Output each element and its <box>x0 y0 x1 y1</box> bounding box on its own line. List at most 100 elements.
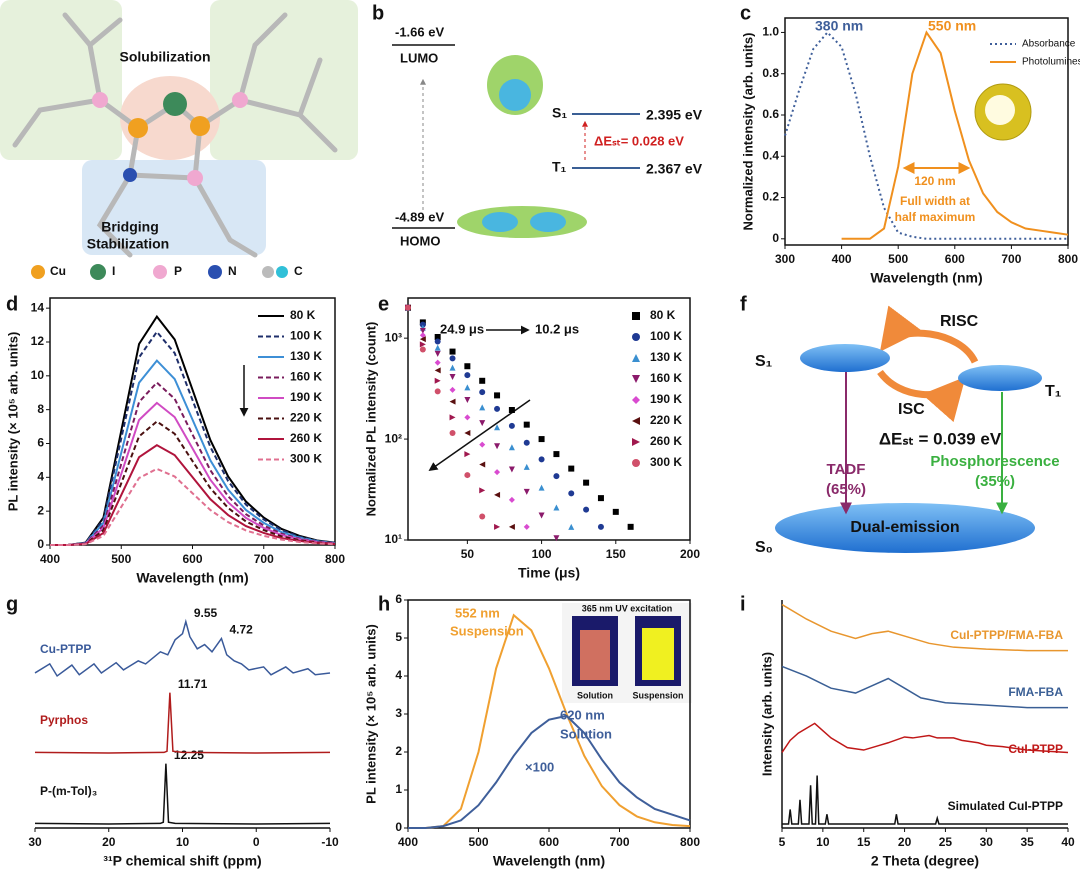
legend-atom <box>31 265 45 279</box>
point <box>479 513 486 520</box>
point <box>419 346 426 353</box>
legend-label: C <box>294 264 303 278</box>
legend-label: 80 K <box>650 308 676 322</box>
point <box>597 523 604 530</box>
process-label: ISC <box>898 401 925 418</box>
y-tick-label: 2 <box>37 503 44 517</box>
point <box>538 456 545 463</box>
series-line <box>50 467 336 546</box>
energy-label: -1.66 eV <box>395 24 444 39</box>
chart-h: h 400 500 600 700 800 0 1 2 3 4 5 6 Wavelength (nm) PL… <box>363 592 700 869</box>
point <box>508 407 515 414</box>
series-label: Solution <box>560 726 612 741</box>
y-tick-label: 0 <box>37 537 44 551</box>
y-tick-label: 4 <box>37 470 44 484</box>
panel-label: h <box>378 593 390 615</box>
point <box>597 495 604 502</box>
panel-label: f <box>740 293 747 315</box>
y-tick-label: 12 <box>31 334 45 348</box>
panel-label: e <box>378 293 389 315</box>
state-label: T₁ <box>1045 383 1062 400</box>
legend-label: 190 K <box>650 392 682 406</box>
legend-label: 100 K <box>650 329 682 343</box>
point <box>464 384 471 391</box>
panel-label: i <box>740 593 746 615</box>
region <box>120 76 220 160</box>
chart-g: g 30 20 10 0 -10 ³¹P chemical shift (ppm) P-(m-… <box>6 593 339 868</box>
series-line <box>34 763 331 825</box>
x-tick-label: 25 <box>939 835 953 849</box>
photo-inset <box>985 95 1015 125</box>
legend-label: Cu <box>50 264 66 278</box>
y-tick-label: 0.4 <box>762 148 779 162</box>
legend-label: Absorbance <box>1022 39 1076 50</box>
state-disk <box>958 365 1042 391</box>
peak-label: 9.55 <box>194 606 218 620</box>
legend-label: 300 K <box>290 452 322 466</box>
x-tick-label: 5 <box>779 835 786 849</box>
point <box>419 336 426 343</box>
x-tick-label: 200 <box>680 547 700 561</box>
panel-b: b -1.66 eV LUMO -4.89 eV HOMO S₁ 2.395 e… <box>372 2 703 248</box>
legend-atom <box>262 266 274 278</box>
point <box>494 523 501 530</box>
legend-label: 80 K <box>290 308 316 322</box>
legend-atom <box>276 266 288 278</box>
x-tick-label: 300 <box>775 252 795 266</box>
point <box>434 350 441 357</box>
x-tick-label: 20 <box>898 835 912 849</box>
annotation: 552 nm <box>455 605 500 620</box>
legend-marker <box>632 438 640 446</box>
x-tick-label: 800 <box>325 552 345 566</box>
point <box>449 364 456 371</box>
x-tick-label: 35 <box>1020 835 1034 849</box>
series-line <box>50 330 336 546</box>
y-axis-title: PL intensity (× 10⁵ arb. units) <box>5 332 20 512</box>
point <box>479 441 486 448</box>
annotation: 10.2 μs <box>535 321 579 336</box>
point <box>434 377 441 384</box>
point <box>583 479 590 486</box>
annotation: Full width at <box>900 194 970 208</box>
x-tick-label: 10 <box>816 835 830 849</box>
series-label: Simulated CuI-PTPP <box>948 799 1063 813</box>
annotation: 380 nm <box>815 18 863 34</box>
point <box>523 463 530 470</box>
y-tick-label: 0 <box>395 820 402 834</box>
point <box>508 523 515 530</box>
energy-label: 2.367 eV <box>646 161 703 177</box>
point <box>494 469 501 476</box>
atom <box>128 118 148 138</box>
atom <box>92 92 108 108</box>
state-label: S₀ <box>755 539 773 556</box>
point <box>449 398 456 405</box>
series-line <box>50 420 336 546</box>
point <box>508 466 515 473</box>
arrow <box>428 399 531 472</box>
point <box>627 523 634 530</box>
x-tick-label: 400 <box>832 252 852 266</box>
panel-label: g <box>6 593 18 615</box>
legend-label: 190 K <box>290 390 322 404</box>
series-line <box>34 618 331 678</box>
point <box>568 523 575 530</box>
point <box>523 488 530 495</box>
region <box>0 0 122 160</box>
region <box>82 160 266 255</box>
annotation: 550 nm <box>928 18 976 34</box>
chart-c: c 300 400 500 600 700 800 0 0.2 0.4 0.6 0.8 1.0 Wavel… <box>740 2 1080 285</box>
y-tick-label: 14 <box>31 300 45 314</box>
point <box>434 359 441 366</box>
process-label: RISC <box>940 313 979 330</box>
plot-frame <box>407 297 691 541</box>
process-label: Phosphorescence <box>930 453 1059 470</box>
legend-marker <box>632 459 640 467</box>
x-tick-label: 0 <box>253 835 260 849</box>
panel-label: d <box>6 293 18 315</box>
y-tick-label: 6 <box>395 592 402 606</box>
x-tick-label: 500 <box>111 552 131 566</box>
point <box>553 473 560 480</box>
point <box>523 523 530 530</box>
region-label: Stabilization <box>87 236 169 252</box>
orbital <box>499 79 531 111</box>
